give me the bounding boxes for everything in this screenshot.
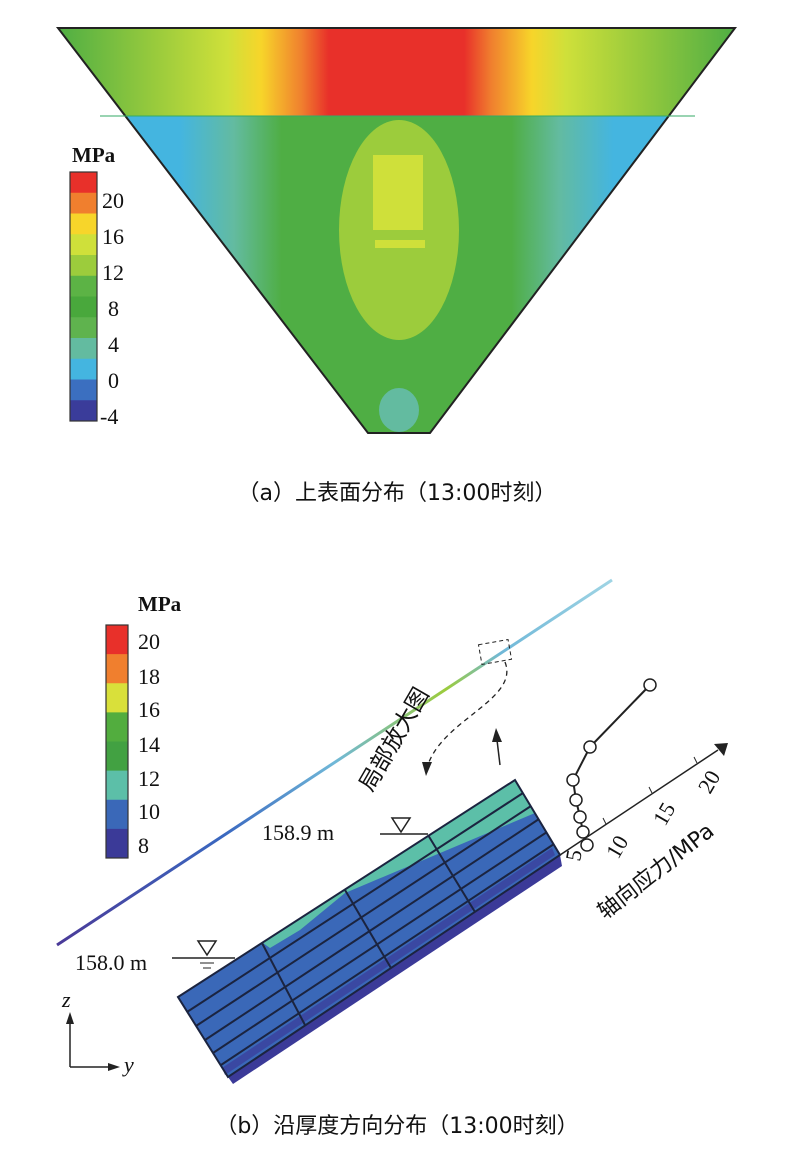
z-arrow-icon <box>66 1012 74 1024</box>
arrow-head-icon <box>422 762 432 776</box>
stress-tick: 10 <box>601 831 634 863</box>
z-axis-label: z <box>61 987 71 1012</box>
legend-swatch <box>70 234 97 256</box>
legend-swatch <box>70 275 97 297</box>
stress-profile-plot: 5 10 15 20 轴向应力/MPa <box>559 678 728 925</box>
legend-swatch <box>106 654 128 684</box>
slab-overview-line <box>56 578 613 947</box>
legend-b-tick: 8 <box>138 833 149 858</box>
legend-b-tick: 12 <box>138 766 160 791</box>
legend-swatch <box>70 400 97 422</box>
legend-b-tick: 10 <box>138 799 160 824</box>
y-arrow-icon <box>108 1063 120 1071</box>
legend-swatch <box>106 828 128 859</box>
legend-swatch <box>70 358 97 380</box>
legend-b-tick: 18 <box>138 664 160 689</box>
stress-tick: 20 <box>693 766 726 798</box>
surface-stress-contour <box>58 28 735 433</box>
legend-swatch <box>106 799 128 830</box>
legend-a-tick: -4 <box>100 404 118 429</box>
legend-b-tick: 14 <box>138 732 160 757</box>
legend-b-tick: 20 <box>138 629 160 654</box>
zoom-region-box <box>477 638 513 666</box>
arrow-head-icon <box>492 728 502 742</box>
caption-a: （a）上表面分布（13:00时刻） <box>238 481 557 506</box>
data-point <box>643 678 657 692</box>
legend-a-tick: 4 <box>108 332 119 357</box>
data-point <box>576 825 590 839</box>
data-point <box>580 838 594 852</box>
legend-a: MPa 20 16 12 8 4 0 -4 <box>69 143 124 429</box>
legend-swatch <box>70 172 97 194</box>
stress-tick: 15 <box>648 798 681 830</box>
legend-swatch <box>70 255 97 277</box>
legend-swatch <box>70 192 97 214</box>
water-level-high: 158.9 m <box>262 817 428 845</box>
legend-swatch <box>70 379 97 401</box>
legend-a-tick: 16 <box>102 224 124 249</box>
legend-swatch <box>70 317 97 339</box>
legend-b-tick: 16 <box>138 697 160 722</box>
data-point <box>583 740 597 754</box>
legend-swatch <box>106 625 128 655</box>
legend-b-unit: MPa <box>138 592 182 616</box>
stress-tick: 5 <box>560 848 587 863</box>
legend-swatch <box>70 213 97 235</box>
legend-a-tick: 12 <box>102 260 124 285</box>
legend-swatch <box>106 712 128 742</box>
water-level-low: 158.0 m <box>75 940 235 975</box>
normal-arrow <box>496 739 501 766</box>
legend-a-tick: 8 <box>108 296 119 321</box>
coordinate-axes: z y <box>61 987 134 1077</box>
legend-a-tick: 0 <box>108 368 119 393</box>
slab-section-contour <box>176 778 562 1084</box>
axis-arrow-icon <box>714 743 728 756</box>
surface-outline <box>55 27 738 434</box>
legend-swatch <box>106 741 128 772</box>
legend-b: MPa 20 18 16 14 12 10 8 <box>105 592 182 859</box>
level-low-label: 158.0 m <box>75 950 147 975</box>
legend-swatch <box>70 296 97 318</box>
legend-swatch <box>106 683 128 713</box>
legend-swatch <box>106 770 128 801</box>
y-axis-label: y <box>122 1052 134 1077</box>
data-point <box>573 810 587 824</box>
zoom-dashed-arrow <box>426 661 508 769</box>
legend-a-unit: MPa <box>72 143 116 167</box>
legend-swatch <box>70 338 97 360</box>
data-point <box>566 773 580 787</box>
caption-b: （b）沿厚度方向分布（13:00时刻） <box>215 1114 578 1139</box>
level-high-label: 158.9 m <box>262 820 334 845</box>
legend-a-tick: 20 <box>102 188 124 213</box>
data-point <box>569 793 583 807</box>
